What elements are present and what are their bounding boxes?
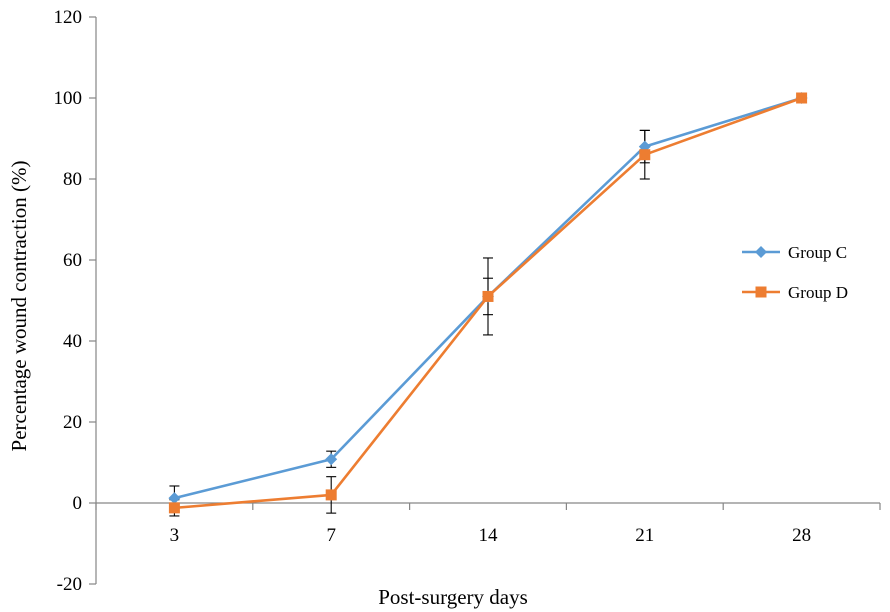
y-tick-label: -20: [57, 574, 82, 595]
group-d-point: [325, 489, 337, 501]
y-tick-label: 40: [63, 331, 82, 352]
y-tick-label: 120: [54, 7, 83, 28]
y-tick-label: 20: [63, 412, 82, 433]
y-tick-label: 0: [73, 493, 83, 514]
x-tick-label: 7: [326, 525, 336, 546]
group-d-point: [482, 290, 494, 302]
x-axis-title: Post-surgery days: [378, 585, 528, 609]
x-tick-label: 14: [479, 525, 499, 546]
x-tick-label: 3: [170, 525, 180, 546]
error-bars: [169, 129, 650, 517]
y-tick-label: 100: [54, 88, 83, 109]
group-d-point: [168, 502, 180, 514]
group-d-point: [796, 92, 808, 104]
y-tick-label: 80: [63, 169, 82, 190]
group-c-point: [168, 492, 181, 505]
legend-group-d-label: Group D: [788, 283, 848, 302]
legend: Group C Group D: [742, 243, 848, 302]
legend-group-c-marker: [755, 246, 767, 258]
y-axis-title: Percentage wound contraction (%): [7, 161, 31, 452]
x-tick-label: 21: [635, 525, 654, 546]
group-d-point: [639, 149, 651, 161]
legend-group-d-marker: [755, 286, 767, 298]
legend-group-c-label: Group C: [788, 243, 847, 262]
series-markers: [168, 92, 808, 514]
y-tick-label: 60: [63, 250, 82, 271]
axes: -20 0 20 40 60 80 100 120 3 7 14 21 28: [54, 7, 881, 595]
x-tick-label: 28: [792, 525, 811, 546]
group-c-point: [325, 453, 338, 466]
